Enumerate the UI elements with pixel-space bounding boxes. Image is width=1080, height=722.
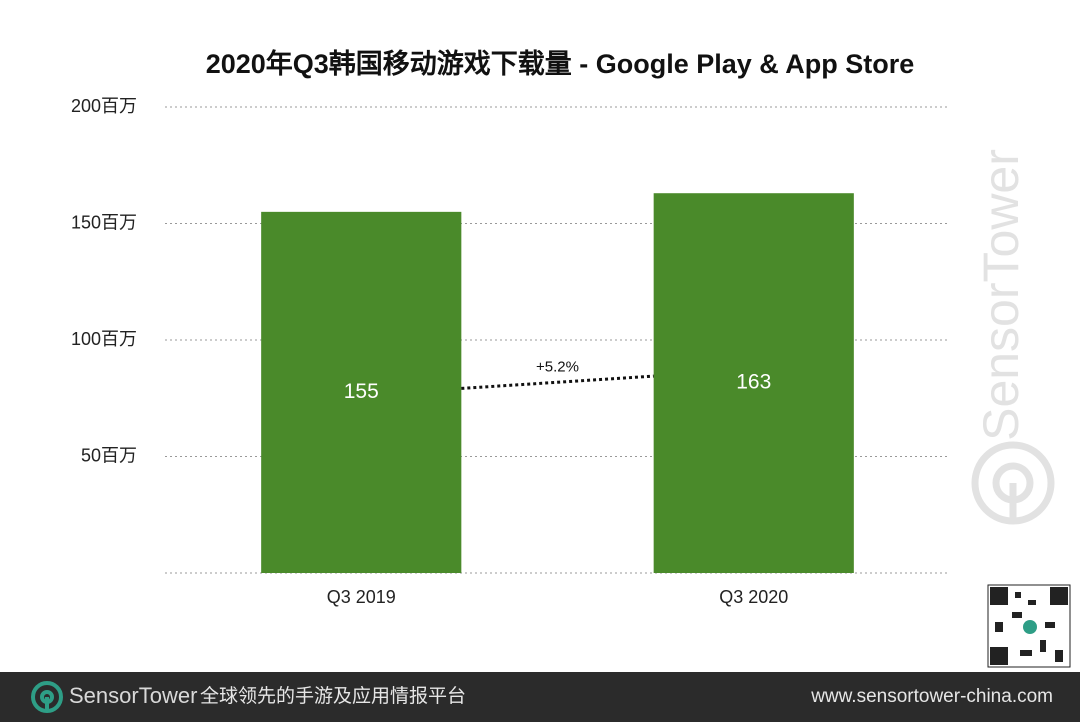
y-tick-label: 200百万: [71, 96, 137, 116]
y-tick-label: 50百万: [81, 445, 137, 465]
bar: [261, 211, 462, 573]
annotation: +5.2%: [536, 359, 579, 376]
footer-brand: SensorTower: [69, 683, 197, 708]
watermark-logo: [971, 441, 1055, 525]
change-connector: [461, 374, 654, 390]
watermark: SensorTower: [973, 149, 1029, 441]
qr-code: [987, 584, 1071, 668]
footer-bar: [0, 672, 1080, 722]
value-label: 155: [344, 380, 379, 403]
y-tick-label: 150百万: [71, 212, 137, 232]
y-tick-label: 100百万: [71, 329, 137, 349]
x-tick-label: Q3 2019: [327, 587, 396, 607]
footer-tagline: 全球领先的手游及应用情报平台: [200, 685, 466, 707]
footer-logo: [31, 681, 63, 713]
bar: [653, 193, 854, 573]
footer-url: www.sensortower-china.com: [810, 686, 1053, 707]
value-label: 163: [736, 371, 771, 394]
chart-title: 2020年Q3韩国移动游戏下载量 - Google Play & App Sto…: [206, 48, 915, 79]
x-tick-label: Q3 2020: [719, 587, 788, 607]
